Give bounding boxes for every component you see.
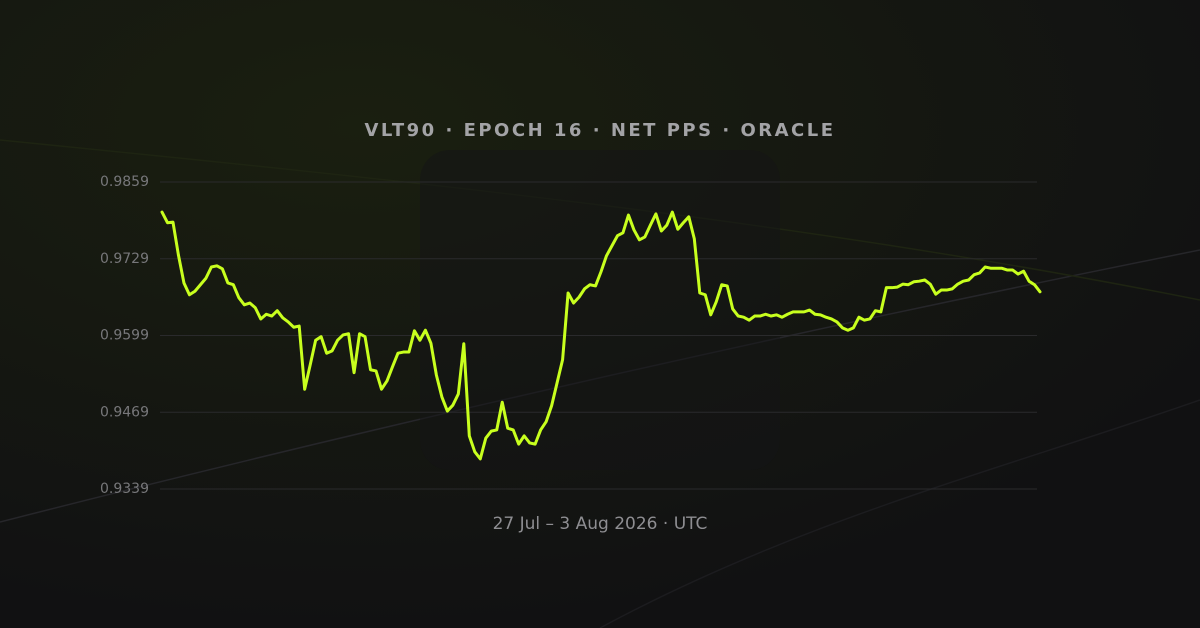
- y-tick-label: 0.9859: [100, 174, 149, 190]
- y-tick-label: 0.9469: [100, 404, 149, 420]
- chart-title: VLT90 · EPOCH 16 · NET PPS · ORACLE: [364, 120, 835, 141]
- y-tick-label: 0.9599: [100, 328, 149, 344]
- watermark: [420, 150, 780, 470]
- y-tick-label: 0.9339: [100, 481, 149, 497]
- y-tick-label: 0.9729: [100, 251, 149, 267]
- decor-line: [599, 399, 1200, 628]
- x-axis-label: 27 Jul – 3 Aug 2026 · UTC: [493, 514, 708, 534]
- price-line: [160, 210, 1042, 461]
